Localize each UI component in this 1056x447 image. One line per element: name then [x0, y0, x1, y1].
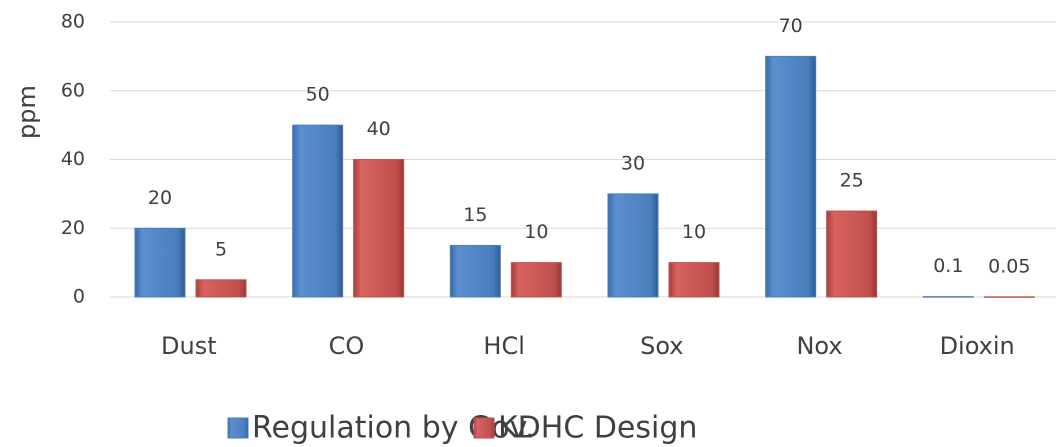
bar [510, 262, 562, 298]
bar [607, 193, 659, 298]
legend-swatch [227, 417, 249, 439]
x-tick-label: Sox [640, 332, 683, 360]
x-tick-label: Dust [161, 332, 217, 360]
y-axis-label: ppm [13, 85, 41, 139]
value-label: 10 [524, 221, 548, 243]
x-tick-label: Nox [796, 332, 842, 360]
y-tick-label: 0 [73, 286, 85, 308]
value-label: 5 [215, 238, 227, 260]
bar [922, 296, 974, 298]
y-tick-label: 60 [61, 79, 85, 101]
y-tick-label: 40 [61, 148, 85, 170]
value-label: 25 [840, 170, 864, 192]
bar [449, 244, 501, 298]
legend-swatch [473, 417, 495, 439]
bar [195, 279, 247, 298]
legend-label: KDHC Design [498, 411, 697, 446]
bar [668, 262, 720, 298]
x-tick-label: HCl [483, 332, 524, 360]
x-tick-label: Dioxin [940, 332, 1015, 360]
value-label: 70 [779, 15, 803, 37]
value-label: 15 [463, 204, 487, 226]
y-tick-label: 20 [61, 217, 85, 239]
bar [826, 210, 878, 298]
y-tick-label: 80 [61, 11, 85, 33]
value-label: 10 [682, 221, 706, 243]
bar [983, 296, 1035, 298]
value-label: 0.05 [988, 255, 1030, 277]
value-label: 0.1 [933, 255, 963, 277]
value-label: 50 [306, 84, 330, 106]
value-label: 40 [367, 118, 391, 140]
value-label: 30 [621, 152, 645, 174]
bar [292, 124, 344, 298]
x-tick-label: CO [329, 332, 365, 360]
bar [353, 159, 405, 298]
value-label: 20 [148, 187, 172, 209]
bar [765, 55, 817, 298]
bar [134, 227, 186, 298]
